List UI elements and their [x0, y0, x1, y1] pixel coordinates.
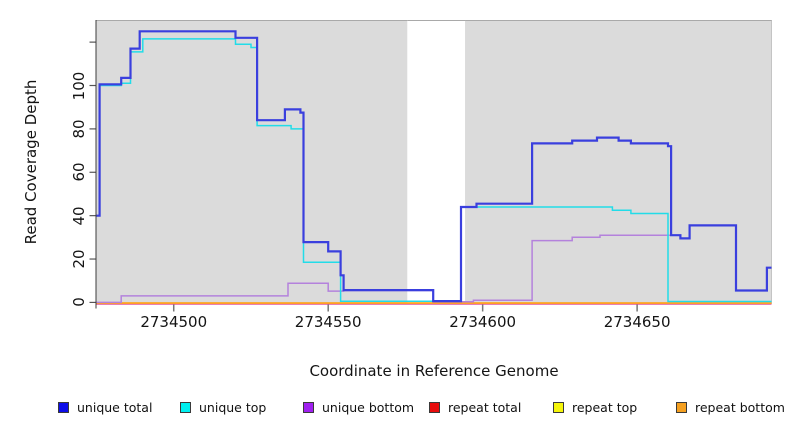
legend-label: unique bottom	[322, 399, 415, 415]
y-tick-label: 20	[70, 249, 88, 269]
legend-label: unique total	[77, 399, 153, 415]
unique-total-swatch	[58, 401, 69, 413]
y-tick-label: 100	[70, 71, 88, 100]
legend-item-repeat-bottom: repeat bottom	[676, 398, 785, 416]
repeat-total-swatch	[429, 401, 440, 413]
y-tick-label: 40	[70, 206, 88, 226]
x-tick-label: 2734550	[294, 313, 362, 331]
y-tick-label: 60	[70, 162, 88, 182]
y-tick-label: 0	[70, 297, 88, 308]
legend-item-unique-top: unique top	[180, 398, 266, 416]
coverage-gap-region	[407, 20, 466, 304]
x-tick-label: 2734500	[140, 313, 208, 331]
legend-item-repeat-top: repeat top	[553, 398, 637, 416]
legend-label: repeat bottom	[695, 399, 785, 415]
unique-top-line	[96, 38, 772, 303]
legend-item-unique-total: unique total	[58, 398, 152, 416]
x-axis-title: Coordinate in Reference Genome	[309, 362, 559, 380]
unique-total-line	[96, 30, 772, 303]
unique-bottom-swatch	[303, 401, 314, 413]
legend-label: unique top	[199, 399, 267, 415]
repeat-top-swatch	[553, 401, 564, 413]
repeat-bottom-swatch	[676, 401, 687, 413]
x-tick-label: 2734650	[603, 313, 671, 331]
legend-label: repeat total	[448, 399, 522, 415]
y-axis-title: Read Coverage Depth	[22, 79, 40, 245]
y-tick-label: 80	[70, 119, 88, 139]
legend-item-repeat-total: repeat total	[429, 398, 521, 416]
unique-top-swatch	[180, 401, 191, 413]
legend-label: repeat top	[572, 399, 638, 415]
legend-item-unique-bottom: unique bottom	[303, 398, 414, 416]
x-tick-label: 2734600	[449, 313, 517, 331]
